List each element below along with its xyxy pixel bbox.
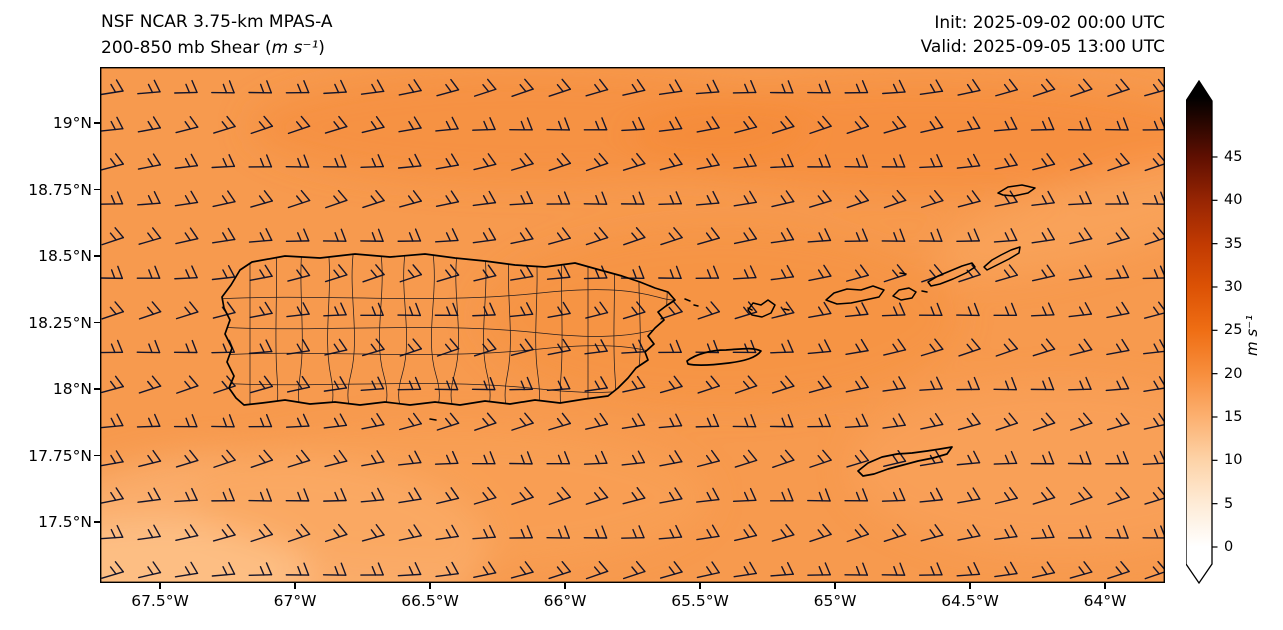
municipal-boundary-line [347,254,356,405]
x-tick-label: 66°W [543,592,587,610]
axis-tick [94,321,100,324]
axis-tick [429,583,431,589]
x-tick-label: 64.5°W [941,592,999,610]
x-tick-label: 65°W [813,592,857,610]
municipal-boundary-line [559,254,563,405]
y-tick-label: 18.5°N [38,247,92,265]
colorbar-tickmarks [1212,156,1218,548]
y-tick-label: 17.5°N [38,513,92,531]
time-info: Init: 2025-09-02 00:00 UTC Valid: 2025-0… [921,11,1165,59]
colorbar-tick-label: 35 [1224,236,1243,252]
municipal-boundary-line [534,254,540,405]
y-tick-label: 17.75°N [28,447,92,465]
x-tick-label: 64°W [1083,592,1127,610]
axis-tick [699,583,701,589]
axis-tick [94,454,100,457]
anegada-island [997,184,1036,197]
colorbar-tick-label: 25 [1224,322,1243,338]
small-cays [429,272,928,421]
axis-tick [969,583,971,589]
municipal-boundary-line [378,254,388,405]
municipal-boundary-line [482,254,491,405]
y-tick-label: 18.75°N [28,181,92,199]
field-name-text: 200-850 mb Shear ( [101,38,272,58]
axis-tick [834,583,836,589]
axis-tick [564,583,566,589]
virgin-gorda-island [983,246,1021,271]
field-units: m s⁻¹ [271,38,319,58]
tortola-island [927,262,976,287]
axis-tick [1104,583,1106,589]
x-tick-label: 66.5°W [401,592,459,610]
municipal-boundary-line [298,254,304,405]
x-tick-label: 65.5°W [671,592,729,610]
colorbar-tick-label: 0 [1224,539,1234,555]
field-name-close: ) [318,38,325,58]
axis-tick [94,255,100,257]
y-tick-label: 19°N [52,114,92,132]
y-tick-label: 18°N [52,380,92,398]
culebra-island [747,299,776,318]
axis-tick [159,583,161,589]
plot-border [100,67,1165,583]
axis-tick [94,122,100,124]
map-canvas [100,67,1165,583]
colorbar-tick-label: 40 [1224,192,1243,208]
colorbar-tick-label: 5 [1224,496,1234,512]
valid-time: Valid: 2025-09-05 13:00 UTC [920,37,1165,57]
municipal-boundary-line [222,289,675,301]
model-name: NSF NCAR 3.75-km MPAS-A [101,12,333,32]
colorbar-tick-label: 20 [1224,366,1243,382]
colorbar-tick-label: 30 [1224,279,1243,295]
x-tick-label: 67.5°W [131,592,189,610]
municipal-boundary-line [504,254,512,405]
colorbar-gradient [1186,80,1213,585]
plot-title: NSF NCAR 3.75-km MPAS-A 200-850 mb Shear… [101,9,333,61]
municipal-boundary-line [398,254,408,405]
st-croix-island [857,446,953,477]
colorbar-tick-label: 15 [1224,409,1243,425]
y-tick-label: 18.25°N [28,314,92,332]
x-tick-label: 67°W [273,592,317,610]
shear-shading-patches [100,72,1165,583]
municipal-boundary-line [275,254,279,405]
municipal-boundary-line [326,254,334,405]
axis-tick [94,188,100,191]
colorbar-tick-label: 10 [1224,452,1243,468]
init-time: Init: 2025-09-02 00:00 UTC [934,13,1165,33]
axis-tick [94,521,100,523]
municipal-boundary-line [613,254,617,405]
axis-tick [94,388,100,390]
vieques-island [686,347,762,366]
colorbar-tick-label: 45 [1224,149,1243,165]
st-john-island [892,287,917,301]
municipal-boundary-line [450,254,460,405]
axis-tick [294,583,296,589]
colorbar-axis-label: m s⁻¹ [1243,314,1261,356]
colorbar [1186,80,1218,585]
municipal-boundary-line [430,254,440,405]
field-name: 200-850 mb Shear (m s⁻¹) [101,35,333,61]
map-plot-area [100,67,1165,583]
st-thomas-island [825,285,885,305]
